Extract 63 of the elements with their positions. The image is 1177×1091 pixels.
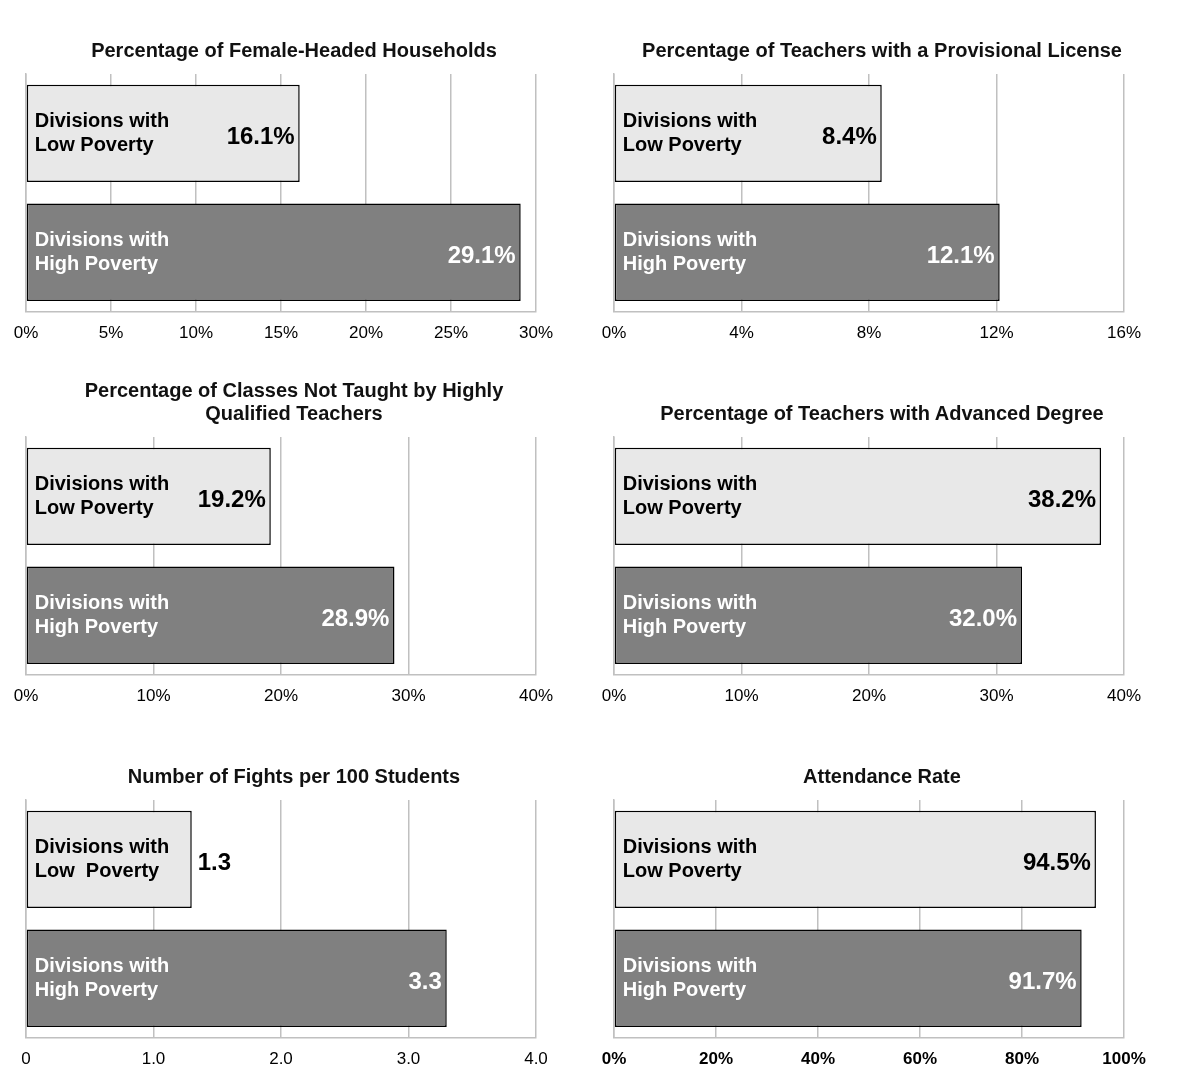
x-tick-label: 20% — [698, 1049, 734, 1069]
chart-title: Attendance Rate — [802, 764, 962, 789]
chart-title: Percentage of Classes Not Taught by Highly Qualified Teachers — [83, 378, 505, 426]
x-tick-label: 30% — [391, 686, 426, 706]
data-label: 1.3 — [197, 848, 232, 876]
x-tick-label: 20% — [348, 323, 384, 343]
x-tick-label: 1.0 — [141, 1049, 166, 1069]
x-tick-label: 30% — [518, 323, 554, 343]
x-tick-label: 10% — [178, 323, 214, 343]
x-tick-label: 2.0 — [269, 1049, 293, 1069]
data-label: 91.7% — [1008, 966, 1077, 994]
chart-title: Percentage of Teachers with a Provisional License — [641, 38, 1123, 63]
x-tick-label: 0% — [13, 323, 39, 343]
y-tick-label: Divisions with High Poverty — [34, 590, 170, 637]
data-label: 29.1% — [447, 240, 516, 268]
x-tick-label: 5% — [98, 323, 124, 343]
y-tick-label: Divisions with Low Poverty — [34, 471, 170, 518]
data-label: 32.0% — [948, 603, 1017, 631]
x-tick-label: 16% — [1106, 323, 1142, 343]
x-tick-label: 80% — [1004, 1049, 1040, 1069]
y-tick-label: Divisions with Low Poverty — [622, 834, 758, 881]
chart-title: Number of Fights per 100 Students — [126, 764, 462, 789]
x-tick-label: 10% — [724, 686, 759, 706]
data-label: 3.3 — [408, 966, 442, 994]
x-tick-label: 0% — [601, 1049, 627, 1069]
data-label: 8.4% — [822, 122, 877, 150]
x-tick-label: 40% — [1106, 686, 1142, 706]
data-label: 12.1% — [926, 240, 995, 268]
data-label: 19.2% — [197, 485, 266, 513]
data-label: 16.1% — [226, 122, 295, 150]
x-tick-label: 0% — [601, 686, 627, 706]
data-label: 94.5% — [1022, 848, 1091, 876]
chart-title: Percentage of Female-Headed Households — [90, 38, 498, 63]
x-tick-label: 8% — [856, 323, 882, 343]
data-label: 28.9% — [321, 603, 390, 631]
x-tick-label: 25% — [433, 323, 469, 343]
x-tick-label: 12% — [979, 323, 1014, 343]
x-tick-label: 4.0 — [524, 1049, 548, 1069]
x-tick-label: 30% — [979, 686, 1014, 706]
y-tick-label: Divisions with High Poverty — [34, 227, 170, 274]
x-tick-label: 4% — [729, 323, 754, 343]
x-tick-label: 0% — [13, 686, 39, 706]
x-tick-label: 15% — [263, 323, 299, 343]
y-tick-label: Divisions with Low Poverty — [622, 108, 758, 155]
y-tick-label: Divisions with High Poverty — [622, 227, 758, 274]
x-tick-label: 3.0 — [396, 1049, 421, 1069]
y-tick-label: Divisions with High Poverty — [622, 953, 758, 1000]
data-label: 38.2% — [1027, 485, 1097, 513]
y-tick-label: Divisions with High Poverty — [34, 953, 170, 1000]
chart-title: Percentage of Teachers with Advanced Degree — [659, 401, 1105, 426]
x-tick-label: 100% — [1102, 1049, 1146, 1069]
x-tick-label: 40% — [518, 686, 554, 706]
x-tick-label: 0 — [21, 1049, 31, 1069]
y-tick-label: Divisions with Low Poverty — [622, 471, 758, 518]
y-tick-label: Divisions with High Poverty — [622, 590, 758, 637]
y-tick-label: Divisions with Low Poverty — [34, 834, 170, 881]
x-tick-label: 10% — [136, 686, 171, 706]
y-tick-label: Divisions with Low Poverty — [34, 108, 170, 155]
x-tick-label: 20% — [263, 686, 299, 706]
x-tick-label: 20% — [851, 686, 887, 706]
x-tick-label: 60% — [902, 1049, 938, 1069]
x-tick-label: 0% — [601, 323, 627, 343]
x-tick-label: 40% — [800, 1049, 836, 1069]
